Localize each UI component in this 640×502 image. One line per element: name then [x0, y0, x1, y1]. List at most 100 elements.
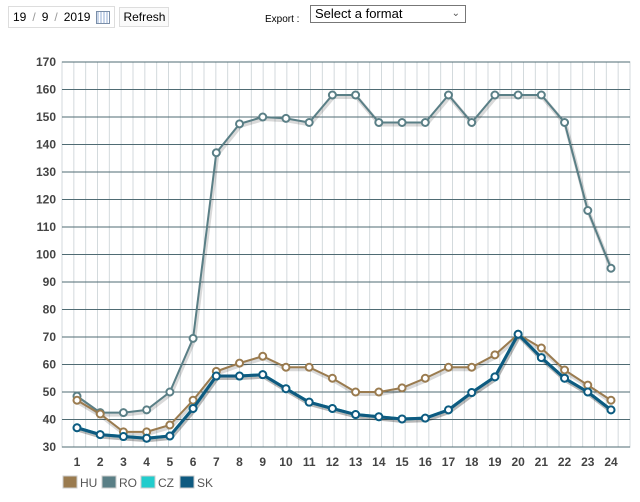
data-point-SK [72, 423, 82, 433]
data-point-SK [560, 373, 570, 383]
data-point-RO [583, 206, 593, 215]
month-field[interactable]: 9 [41, 10, 49, 24]
x-tick-label: 8 [236, 455, 243, 469]
x-tick-label: 18 [465, 455, 479, 469]
year-field[interactable]: 2019 [63, 10, 91, 24]
data-point-RO [258, 112, 268, 122]
y-tick-label: 50 [43, 385, 57, 399]
data-point-HU [606, 395, 616, 405]
data-point-SK [188, 404, 198, 413]
data-point-SK [95, 430, 105, 440]
data-point-SK [397, 414, 407, 424]
data-point-HU [443, 362, 453, 372]
legend-label-CZ: CZ [158, 476, 174, 490]
data-point-RO [536, 90, 546, 100]
data-point-RO [443, 90, 453, 100]
data-point-RO [235, 119, 245, 129]
data-point-RO [142, 405, 152, 415]
export-format-select[interactable]: Select a format ⌄ [310, 5, 466, 23]
y-tick-label: 90 [43, 275, 57, 289]
y-tick-label: 130 [36, 165, 56, 179]
data-point-HU [490, 350, 500, 360]
legend-label-SK: SK [197, 476, 213, 490]
x-tick-label: 13 [349, 455, 363, 469]
x-tick-label: 17 [442, 455, 456, 469]
x-tick-label: 24 [604, 455, 618, 469]
data-point-HU [374, 387, 384, 397]
data-point-HU [95, 409, 105, 419]
x-tick-label: 3 [120, 455, 127, 469]
legend-swatch-RO [101, 475, 117, 489]
data-point-SK [211, 371, 221, 381]
x-tick-label: 22 [558, 455, 572, 469]
data-point-RO [374, 118, 384, 127]
day-field[interactable]: 19 [13, 10, 27, 24]
legend-swatch-CZ [140, 475, 156, 489]
x-tick-label: 7 [213, 455, 220, 469]
calendar-icon[interactable] [96, 10, 111, 24]
refresh-button[interactable]: Refresh [119, 7, 170, 27]
legend-swatch-HU [62, 475, 78, 489]
y-tick-label: 60 [43, 358, 57, 372]
data-point-SK [606, 405, 616, 415]
data-point-HU [258, 351, 268, 361]
x-tick-label: 4 [143, 455, 150, 469]
data-point-SK [304, 397, 314, 407]
x-tick-label: 6 [190, 455, 197, 469]
y-tick-label: 120 [36, 193, 56, 207]
y-tick-label: 140 [36, 138, 56, 152]
data-point-HU [467, 362, 477, 372]
data-point-RO [467, 118, 477, 127]
x-tick-label: 19 [488, 455, 502, 469]
data-point-RO [397, 118, 407, 127]
y-tick-label: 110 [37, 220, 57, 234]
date-picker[interactable]: 19 / 9 / 2019 [8, 6, 116, 28]
data-point-HU [72, 395, 82, 405]
data-point-HU [420, 373, 430, 383]
data-point-RO [490, 90, 500, 100]
data-point-RO [281, 113, 291, 123]
y-tick-label: 70 [43, 330, 57, 344]
separator: / [32, 10, 36, 24]
x-tick-label: 16 [419, 455, 433, 469]
data-point-HU [188, 395, 198, 405]
data-point-HU [327, 373, 337, 383]
data-point-HU [235, 358, 245, 368]
y-tick-label: 150 [36, 110, 56, 124]
data-point-SK [467, 388, 477, 398]
x-tick-label: 9 [259, 455, 266, 469]
export-label: Export : [265, 14, 300, 25]
data-point-RO [351, 90, 361, 100]
data-point-RO [513, 90, 523, 100]
y-tick-label: 80 [43, 303, 57, 317]
legend-label-HU: HU [80, 476, 97, 490]
data-point-HU [304, 362, 314, 372]
x-tick-label: 1 [74, 455, 81, 469]
separator: / [54, 10, 58, 24]
y-tick-label: 40 [43, 413, 57, 427]
data-point-SK [513, 329, 523, 339]
x-tick-label: 21 [535, 455, 549, 469]
data-point-SK [258, 370, 268, 380]
data-point-HU [281, 362, 291, 372]
x-tick-label: 10 [279, 455, 293, 469]
data-point-SK [351, 410, 361, 420]
data-point-HU [351, 387, 361, 397]
data-point-HU [560, 365, 570, 375]
data-point-HU [397, 383, 407, 393]
x-tick-label: 20 [511, 455, 525, 469]
y-tick-label: 170 [36, 55, 56, 69]
data-point-RO [211, 148, 221, 158]
x-tick-label: 2 [97, 455, 104, 469]
x-tick-label: 23 [581, 455, 595, 469]
data-point-SK [420, 413, 430, 423]
data-point-RO [420, 118, 430, 127]
data-point-HU [536, 343, 546, 353]
data-point-RO [188, 333, 198, 343]
legend-label-RO: RO [119, 476, 137, 490]
data-point-SK [536, 353, 546, 363]
export-select-value: Select a format [315, 6, 403, 21]
x-tick-label: 5 [167, 455, 174, 469]
data-point-SK [235, 371, 245, 381]
